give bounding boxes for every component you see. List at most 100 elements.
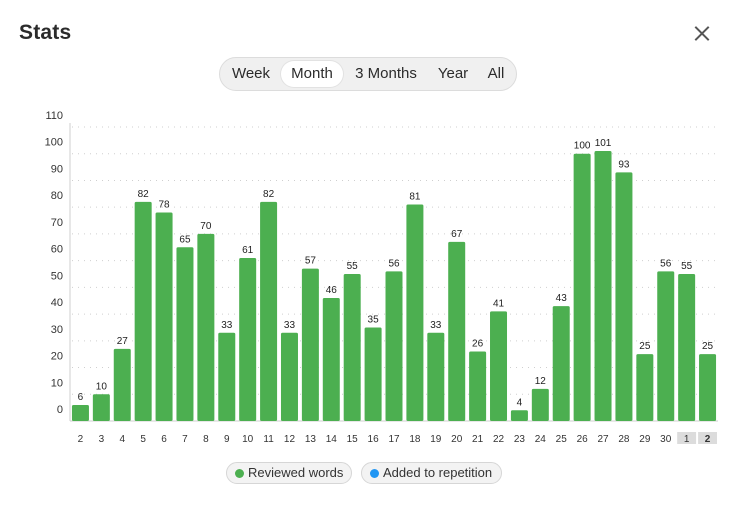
- bar: [699, 354, 717, 421]
- x-tick-label: 1: [684, 434, 690, 445]
- x-tick-label: 7: [182, 434, 188, 445]
- x-tick-label: 19: [430, 434, 442, 445]
- x-tick-label: 18: [409, 434, 421, 445]
- bar: [615, 172, 633, 421]
- x-tick-highlight: [677, 432, 697, 444]
- tab-all[interactable]: All: [487, 65, 505, 82]
- x-tick-label: 3: [99, 434, 105, 445]
- bar: [301, 268, 319, 421]
- bar: [176, 247, 194, 421]
- data-label: 33: [221, 320, 233, 331]
- data-label: 65: [179, 234, 191, 245]
- x-tick-label: 25: [556, 434, 568, 445]
- bar: [490, 311, 508, 421]
- bar: [155, 212, 173, 421]
- bar: [406, 204, 424, 421]
- y-tick-label: 40: [51, 297, 63, 309]
- x-tick-label: 13: [305, 434, 317, 445]
- data-label: 4: [517, 397, 523, 408]
- data-label: 10: [96, 381, 108, 392]
- x-tick-label: 16: [368, 434, 380, 445]
- reviewed-words-dot-icon: [235, 469, 244, 478]
- bar: [280, 332, 298, 421]
- data-label: 33: [430, 320, 442, 331]
- data-label: 27: [117, 336, 129, 347]
- data-label: 67: [451, 229, 463, 240]
- x-tick-label: 29: [639, 434, 651, 445]
- bar: [113, 348, 131, 421]
- data-label: 41: [493, 298, 505, 309]
- y-tick-label: 20: [51, 351, 63, 363]
- data-label: 33: [284, 320, 296, 331]
- data-label: 35: [368, 314, 380, 325]
- x-tick-label: 9: [224, 434, 230, 445]
- data-label: 78: [159, 200, 171, 211]
- tab-3-months[interactable]: 3 Months: [355, 65, 417, 82]
- x-tick-label: 4: [119, 434, 125, 445]
- x-tick-label: 2: [78, 434, 84, 445]
- bar: [92, 394, 110, 421]
- bar: [218, 332, 236, 421]
- bar: [531, 388, 549, 421]
- added-to-repetition-dot-icon: [370, 469, 379, 478]
- y-tick-label: 70: [51, 217, 63, 229]
- x-tick-label: 2: [705, 434, 711, 445]
- x-tick-label: 22: [493, 434, 505, 445]
- legend-label: Added to repetition: [383, 465, 493, 480]
- x-tick-label: 12: [284, 434, 296, 445]
- data-label: 82: [263, 189, 275, 200]
- data-label: 55: [347, 261, 359, 272]
- x-tick-label: 20: [451, 434, 463, 445]
- y-tick-label: 0: [57, 404, 63, 416]
- x-tick-label: 5: [140, 434, 146, 445]
- bar: [239, 257, 257, 421]
- bar: [364, 327, 382, 421]
- bar: [71, 404, 89, 421]
- bar: [594, 151, 612, 421]
- data-label: 46: [326, 285, 338, 296]
- y-tick-label: 10: [51, 377, 63, 389]
- y-tick-label: 50: [51, 270, 63, 282]
- data-label: 6: [78, 392, 84, 403]
- bar: [573, 153, 591, 421]
- data-label: 101: [595, 138, 612, 149]
- x-tick-label: 24: [535, 434, 547, 445]
- bar: [552, 306, 570, 421]
- data-label: 43: [556, 293, 568, 304]
- legend-added-to-repetition[interactable]: Added to repetition: [361, 462, 502, 484]
- data-label: 57: [305, 256, 317, 267]
- x-tick-label: 10: [242, 434, 254, 445]
- bar: [448, 241, 466, 421]
- x-tick-label: 23: [514, 434, 526, 445]
- y-tick-label: 30: [51, 324, 63, 336]
- x-tick-label: 21: [472, 434, 484, 445]
- tab-year[interactable]: Year: [437, 65, 469, 82]
- data-label: 70: [200, 221, 212, 232]
- x-tick-label: 17: [388, 434, 400, 445]
- page-title: Stats: [19, 21, 72, 44]
- tab-month[interactable]: Month: [281, 61, 343, 87]
- bar: [510, 410, 528, 421]
- bar: [134, 201, 152, 421]
- y-tick-label: 60: [51, 244, 63, 256]
- x-tick-label: 15: [347, 434, 359, 445]
- x-tick-label: 26: [577, 434, 589, 445]
- bar: [343, 274, 361, 421]
- bar: [260, 201, 278, 421]
- data-label: 25: [702, 341, 714, 352]
- data-label: 82: [138, 189, 150, 200]
- bar: [322, 298, 340, 421]
- legend-reviewed-words[interactable]: Reviewed words: [226, 462, 352, 484]
- data-label: 26: [472, 339, 484, 350]
- y-tick-label: 100: [45, 137, 63, 149]
- tab-week[interactable]: Week: [231, 65, 271, 82]
- bar: [678, 274, 696, 421]
- bar: [469, 351, 487, 421]
- data-label: 56: [660, 258, 672, 269]
- data-label: 55: [681, 261, 693, 272]
- bar: [636, 354, 654, 421]
- bar: [427, 332, 445, 421]
- x-tick-label: 28: [618, 434, 630, 445]
- data-label: 93: [618, 159, 630, 170]
